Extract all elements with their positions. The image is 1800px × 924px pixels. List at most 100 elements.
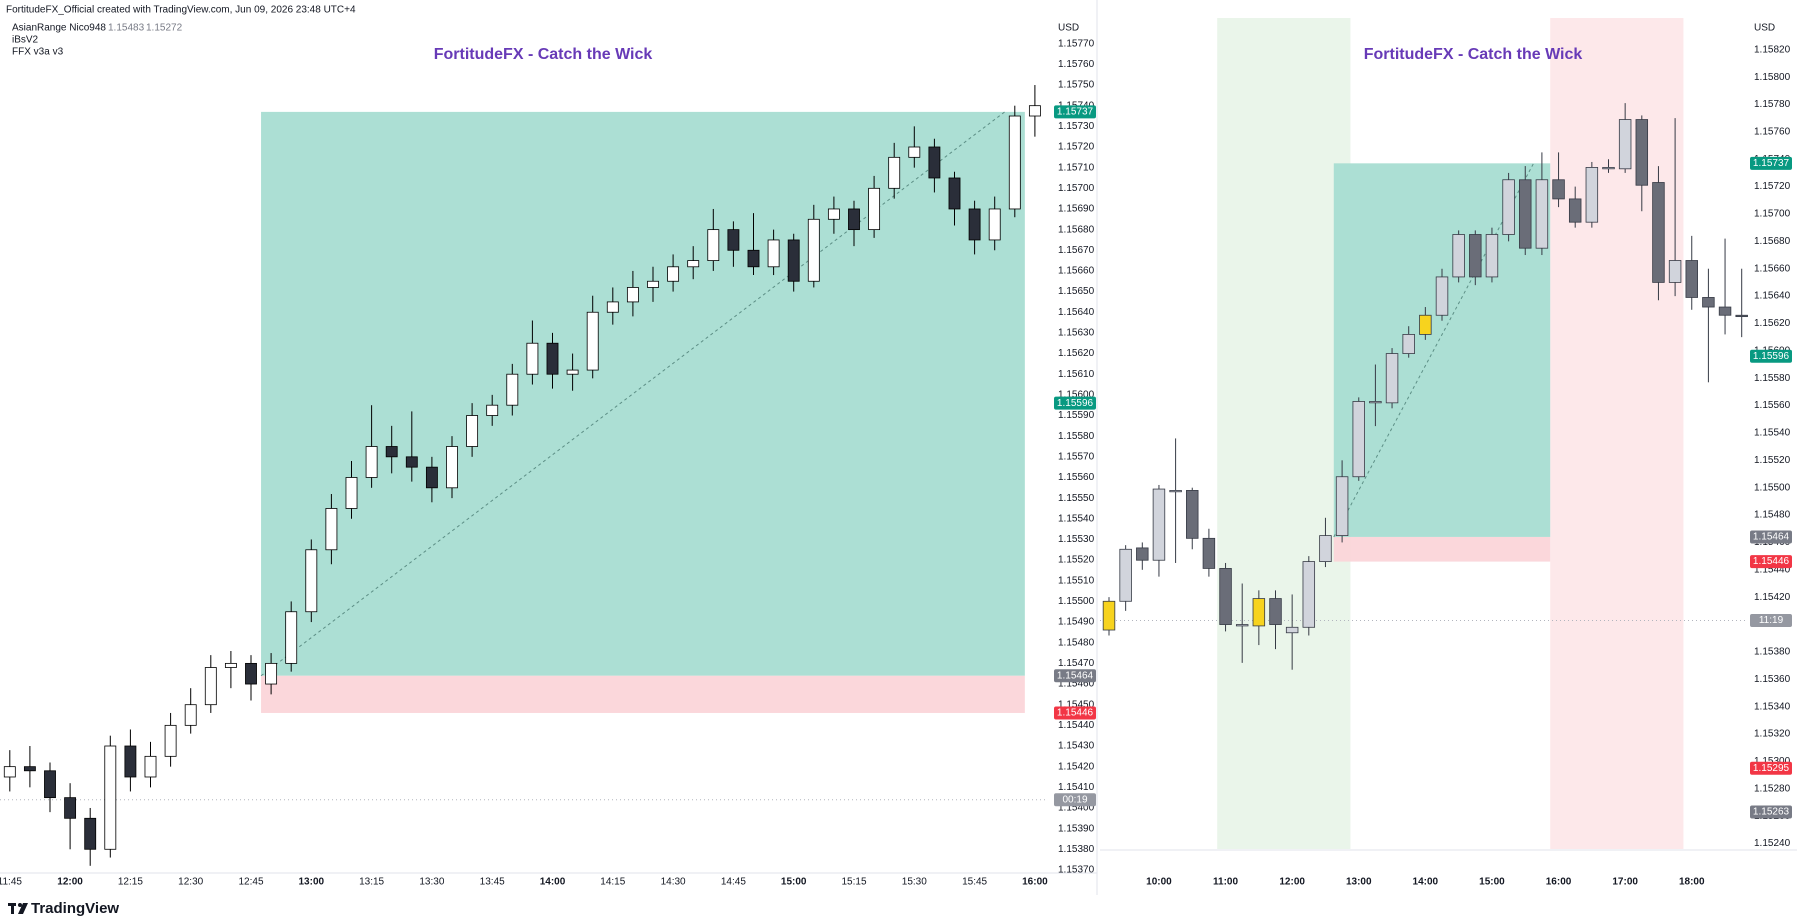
candle-body: [1235, 624, 1249, 627]
candle-body: [747, 249, 760, 268]
candle-body: [868, 187, 881, 231]
candle-body: [164, 724, 177, 757]
candle-body: [526, 342, 539, 375]
y-tick-label: 1.15380: [1754, 647, 1791, 658]
candle-body: [1685, 260, 1698, 298]
price-label: 00:19: [1062, 794, 1087, 805]
candle-body: [606, 301, 619, 313]
candle-body: [44, 770, 56, 799]
candle-body: [64, 797, 77, 819]
price-label: 1.15596: [1753, 351, 1790, 362]
y-tick-label: 1.15640: [1754, 291, 1791, 302]
candle-body: [405, 456, 418, 468]
y-tick-label: 1.15630: [1058, 328, 1095, 339]
logo-shape: [18, 903, 28, 914]
candle-body: [1335, 476, 1349, 536]
position-zone: [261, 675, 1025, 713]
candle-body: [84, 817, 97, 850]
candle-body: [345, 477, 358, 509]
candle-body: [1202, 537, 1216, 569]
chart-title: FortitudeFX - Catch the Wick: [1364, 46, 1583, 63]
y-tick-label: 1.15570: [1058, 451, 1095, 462]
y-tick-label: 1.15700: [1058, 183, 1095, 194]
indicator-name: AsianRange Nico948: [12, 23, 106, 34]
indicator-name: iBsV2: [12, 35, 39, 46]
x-tick-label: 14:00: [540, 877, 566, 888]
plots: 1.15370 1.15380 1.15390 1.15400 1.15410 1.154…: [0, 18, 1797, 888]
y-tick-label: 1.15780: [1754, 99, 1791, 110]
candle-body: [1535, 179, 1549, 249]
y-tick-label: 1.15280: [1754, 783, 1791, 794]
candle-body: [1102, 600, 1116, 631]
y-tick-label: 1.15520: [1754, 455, 1791, 466]
y-tick-label: 1.15690: [1058, 204, 1095, 215]
y-tick-label: 1.15360: [1754, 674, 1791, 685]
candle-body: [1502, 179, 1515, 235]
brand-logo: [8, 903, 28, 914]
session-highlight: [1217, 18, 1351, 849]
x-tick-label: 18:00: [1679, 877, 1705, 888]
candle-body: [245, 662, 257, 685]
y-tick-label: 1.15660: [1754, 263, 1791, 274]
entry-target-path: [1333, 163, 1535, 538]
price-label-box: [1054, 706, 1096, 720]
x-tick-label: 10:00: [1146, 877, 1172, 888]
candle-body: [1008, 115, 1021, 210]
price-label: 1.15737: [1057, 107, 1094, 118]
y-tick-label: 1.15500: [1754, 482, 1791, 493]
candle-body: [1452, 234, 1465, 278]
y-tick-label: 1.15640: [1058, 307, 1095, 318]
x-tick-label: 14:30: [661, 877, 686, 888]
candle-body: [204, 667, 217, 706]
candle-body: [1519, 179, 1532, 249]
y-tick-label: 1.15480: [1754, 510, 1791, 521]
candle-body: [184, 704, 197, 726]
y-tick-label: 1.15800: [1754, 72, 1791, 83]
y-tick-label: 1.15470: [1058, 658, 1095, 669]
candle-body: [968, 208, 981, 241]
price-label-box: [1054, 793, 1096, 807]
y-tick-label: 1.15770: [1058, 38, 1095, 49]
x-tick-label: 12:00: [57, 877, 83, 888]
price-label: 1.15263: [1753, 807, 1790, 818]
candle-body: [506, 373, 519, 406]
price-label: 1.15295: [1753, 763, 1790, 774]
y-tick-label: 1.15420: [1058, 761, 1095, 772]
x-tick-label: 15:15: [841, 877, 866, 888]
y-tick-label: 1.15370: [1058, 865, 1095, 876]
candle-body: [1169, 490, 1182, 493]
session-highlight: [1550, 18, 1684, 849]
price-label: 1.15446: [1057, 708, 1094, 719]
candle-body: [486, 404, 499, 416]
y-tick-label: 1.15580: [1058, 431, 1095, 442]
candle-body: [908, 146, 921, 158]
y-tick-label: 1.15660: [1058, 266, 1095, 277]
candle-body: [1136, 547, 1149, 561]
x-tick-label: 13:15: [359, 877, 384, 888]
price-label: 1.15464: [1753, 532, 1790, 543]
x-tick-label: 13:00: [299, 877, 325, 888]
candle-body: [1718, 306, 1732, 316]
candle-body: [787, 239, 800, 282]
x-tick-label: 12:00: [1279, 877, 1305, 888]
candle-body: [365, 446, 378, 478]
candle-body: [224, 662, 237, 668]
candle-body: [586, 311, 599, 371]
candle-body: [265, 662, 278, 685]
candle-body: [3, 766, 16, 778]
candle-body: [325, 508, 338, 551]
price-label: 1.15596: [1057, 398, 1094, 409]
axis-unit: USD: [1058, 23, 1079, 34]
candle-body: [1652, 182, 1665, 283]
x-tick-label: 14:15: [600, 877, 625, 888]
brand-name: TradingView: [31, 900, 119, 917]
axis-unit: USD: [1754, 23, 1775, 34]
y-tick-label: 1.15700: [1754, 209, 1791, 220]
candle-body: [667, 266, 680, 282]
candle-body: [104, 745, 117, 850]
y-tick-label: 1.15730: [1058, 121, 1095, 132]
candle-body: [948, 177, 961, 210]
y-tick-label: 1.15520: [1058, 555, 1095, 566]
price-label-box: [1750, 613, 1792, 627]
